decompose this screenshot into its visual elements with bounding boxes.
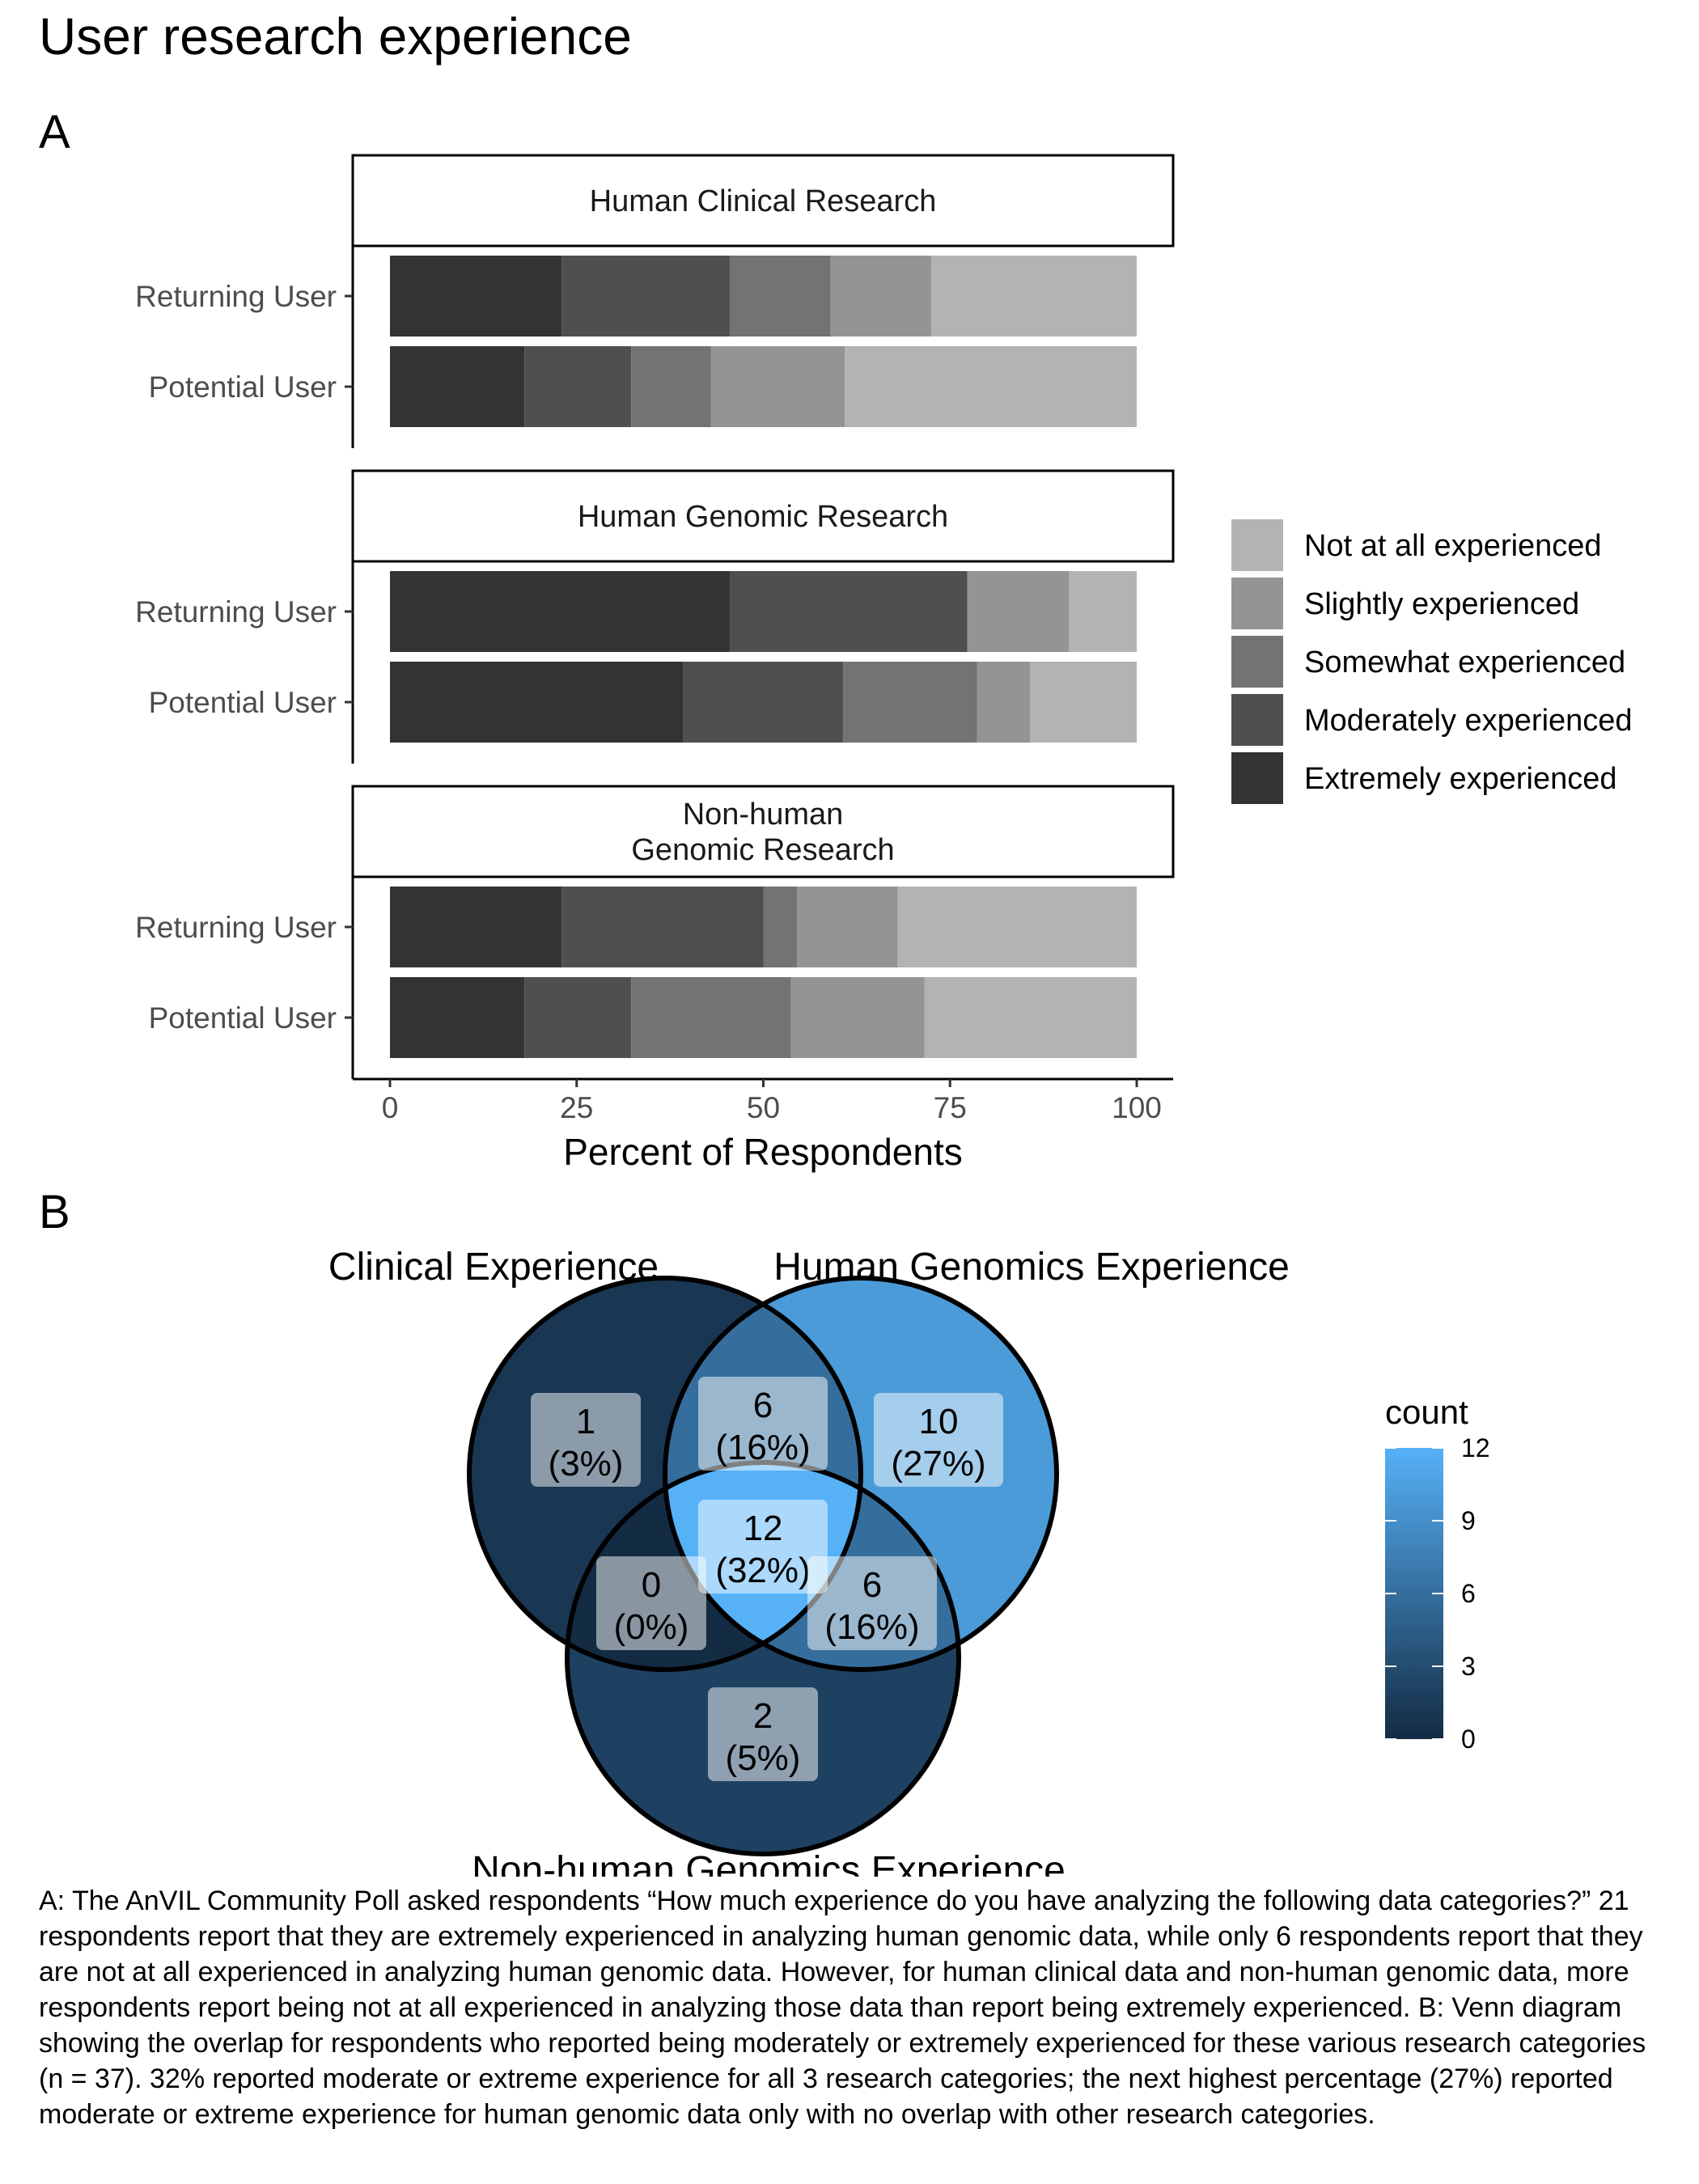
panel-b-label: B (39, 1186, 70, 1238)
venn-circle-outline (663, 1276, 1059, 1672)
venn-label-box (698, 1500, 828, 1594)
venn-region-percent: (16%) (715, 1428, 810, 1467)
legend-swatch (1231, 752, 1283, 804)
venn-label-box (531, 1393, 641, 1487)
stacked-bar-chart: Human Clinical Research Returning User Pot… (135, 154, 1175, 1173)
bar-segment (390, 887, 562, 967)
venn-region-percent: (32%) (715, 1551, 810, 1590)
venn-circle-outline (467, 1276, 863, 1672)
x-tick-label: 100 (1112, 1091, 1162, 1124)
bar-segment (830, 256, 932, 336)
bar-segment (631, 977, 791, 1058)
venn-region-count: 0 (642, 1565, 661, 1605)
colorbar-tick-label: 3 (1461, 1652, 1476, 1681)
bar-segment (1069, 571, 1137, 652)
venn-region-count: 6 (753, 1386, 773, 1425)
bar-segment (729, 571, 968, 652)
bar-segment (763, 887, 798, 967)
bar-segment (729, 256, 831, 336)
facet-strip-label: Non-human (683, 798, 844, 832)
venn-set-title: Human Genomics Experience (773, 1246, 1290, 1289)
y-tick-label: Returning User (135, 911, 337, 944)
legend-swatch (1231, 694, 1283, 746)
facet-strip-label: Human Genomic Research (578, 500, 948, 534)
venn-region-percent: (5%) (726, 1738, 801, 1778)
bar-segment (843, 662, 977, 743)
x-axis-title: Percent of Respondents (563, 1131, 963, 1173)
facet-strip (351, 785, 1175, 878)
bar-segment (967, 571, 1070, 652)
bar-segment (790, 977, 925, 1058)
venn-region-percent: (16%) (824, 1607, 919, 1647)
facet-strip (351, 154, 1175, 248)
bar-segment (390, 256, 562, 336)
bar-segment (797, 887, 898, 967)
x-tick-label: 25 (560, 1091, 593, 1124)
venn-region-count: 6 (862, 1565, 882, 1605)
venn-region-count: 12 (744, 1509, 783, 1548)
venn-region-percent: (3%) (549, 1444, 624, 1484)
experience-legend: Not at all experienced Slightly experienc… (1231, 519, 1633, 804)
bar-segment (845, 346, 1137, 427)
venn-label-box (874, 1393, 1003, 1487)
venn-region-count: 2 (753, 1696, 773, 1736)
legend-swatch (1231, 578, 1283, 629)
x-tick-label: 75 (934, 1091, 967, 1124)
bar-segment (631, 346, 711, 427)
bar-segment (1030, 662, 1137, 743)
bar-segment (524, 346, 632, 427)
colorbar-tick-label: 0 (1461, 1725, 1476, 1754)
venn-region-percent: (27%) (891, 1444, 985, 1484)
figure-caption: A: The AnVIL Community Poll asked respon… (39, 1886, 1646, 2130)
legend-swatch (1231, 636, 1283, 688)
colorbar-title: count (1385, 1393, 1468, 1431)
y-tick-label: Potential User (149, 686, 337, 719)
venn-label-box (807, 1556, 937, 1650)
facet-strip (351, 469, 1175, 563)
bar-segment (390, 662, 684, 743)
y-tick-label: Potential User (149, 370, 337, 404)
bar-segment (931, 256, 1137, 336)
bar-segment (561, 256, 730, 336)
x-tick-label: 50 (747, 1091, 780, 1124)
bar-segment (390, 346, 525, 427)
panel-a-label: A (39, 106, 70, 159)
bar-segment (524, 977, 632, 1058)
y-tick-label: Potential User (149, 1001, 337, 1035)
facet-strip-label: Genomic Research (631, 833, 894, 867)
bar-segment (683, 662, 844, 743)
x-tick-label: 0 (382, 1091, 399, 1124)
venn-region-count: 10 (919, 1402, 959, 1441)
bar-segment (561, 887, 764, 967)
bar-segment (390, 571, 730, 652)
venn-set-title: Clinical Experience (328, 1246, 659, 1289)
count-colorbar: count 0 3 6 9 12 (1385, 1393, 1490, 1754)
colorbar-tick-label: 12 (1461, 1433, 1490, 1462)
bar-segment (897, 887, 1137, 967)
legend-label: Somewhat experienced (1304, 645, 1625, 679)
legend-label: Not at all experienced (1304, 529, 1602, 563)
bar-segment (710, 346, 845, 427)
colorbar-tick-label: 9 (1461, 1506, 1476, 1535)
venn-label-box (596, 1556, 706, 1650)
bar-segment (924, 977, 1137, 1058)
legend-label: Slightly experienced (1304, 587, 1579, 621)
venn-region-percent: (0%) (614, 1607, 689, 1647)
figure-title: User research experience (39, 7, 632, 66)
venn-diagram: Clinical Experience Human Genomics Experi… (328, 1246, 1290, 1877)
y-tick-label: Returning User (135, 280, 337, 313)
bar-segment (390, 977, 525, 1058)
venn-label-box (698, 1377, 828, 1471)
venn-label-box (708, 1687, 818, 1781)
figure-canvas: Human Clinical Research Returning User Pot… (135, 154, 1633, 1877)
facet-strip-label: Human Clinical Research (590, 184, 937, 218)
venn-region-count: 1 (576, 1402, 595, 1441)
legend-label: Moderately experienced (1304, 704, 1633, 738)
legend-label: Extremely experienced (1304, 762, 1617, 796)
y-tick-label: Returning User (135, 595, 337, 629)
bar-segment (977, 662, 1031, 743)
colorbar-tick-label: 6 (1461, 1579, 1476, 1608)
venn-set-title: Non-human Genomics Experience (472, 1849, 1066, 1877)
legend-swatch (1231, 519, 1283, 571)
